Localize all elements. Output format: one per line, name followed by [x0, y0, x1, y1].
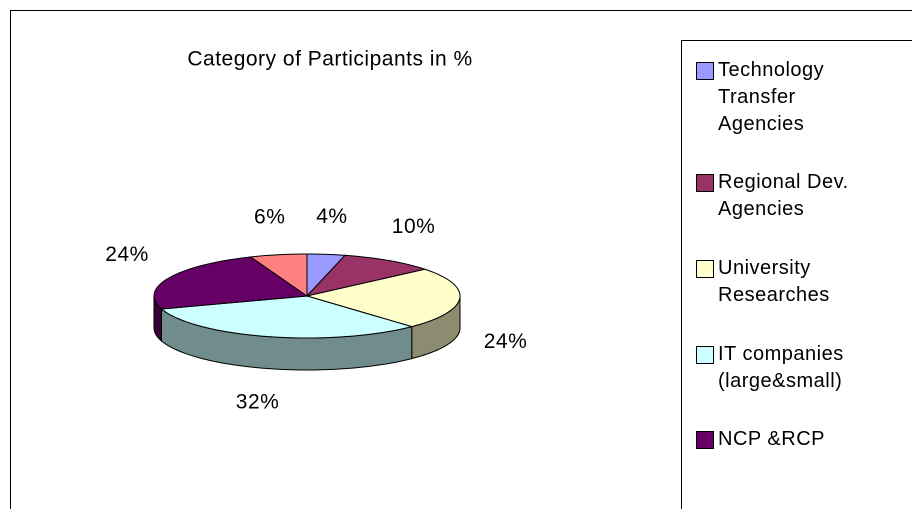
legend-entry: NCP &RCP — [696, 426, 912, 453]
data-label: 10% — [392, 215, 436, 238]
legend-entry: Regional Dev. Agencies — [696, 169, 912, 223]
slice — [305, 268, 461, 328]
legend-label: NCP &RCP — [718, 428, 825, 451]
slice — [305, 254, 427, 297]
legend-label: IT companies (large&small) — [718, 342, 844, 392]
data-label: 6% — [254, 206, 285, 229]
legend-swatch — [696, 345, 714, 364]
legend-swatch — [696, 259, 714, 278]
legend-swatch — [696, 61, 714, 80]
legend-entry: University Researches — [696, 255, 912, 309]
legend: Technology Transfer Agencies Regional Dev… — [681, 40, 912, 509]
data-label: 32% — [236, 391, 280, 414]
chart-title: Category of Participants in % — [187, 48, 472, 71]
data-label: 4% — [316, 205, 347, 228]
legend-entry: IT companies (large&small) — [696, 341, 912, 395]
chart-border — [10, 10, 912, 509]
legend-entry: Technology Transfer Agencies — [696, 57, 912, 138]
slice — [160, 295, 414, 339]
data-label: 24% — [105, 243, 149, 266]
legend-label: University Researches — [718, 256, 830, 306]
legend-label: Regional Dev. Agencies — [718, 171, 849, 221]
legend-label: Technology Transfer Agencies — [718, 58, 825, 135]
data-label: 24% — [484, 330, 528, 353]
legend-swatch — [696, 431, 714, 450]
legend-swatch — [696, 174, 714, 193]
slice — [249, 253, 308, 297]
